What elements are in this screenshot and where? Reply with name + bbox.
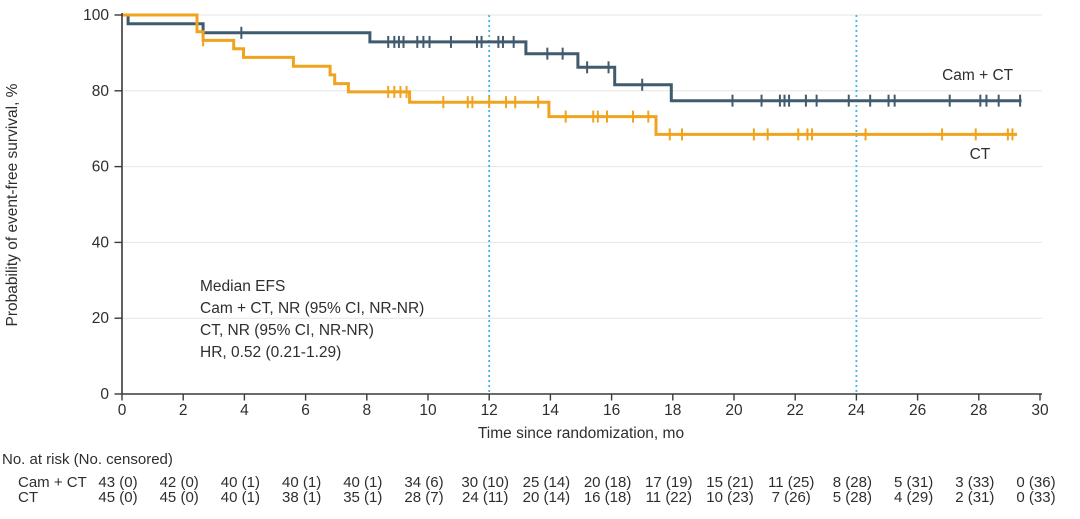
- risk-row-label-ct: CT: [18, 489, 38, 506]
- risk-value: 45 (0): [160, 489, 199, 506]
- censor-ticks-cam-ct: [240, 26, 1022, 107]
- x-tick-label: 10: [419, 402, 437, 419]
- risk-value: 40 (1): [343, 474, 382, 491]
- risk-value: 43 (0): [98, 474, 137, 491]
- x-tick-label: 8: [362, 402, 371, 419]
- x-tick-label: 24: [848, 402, 866, 419]
- risk-value: 3 (33): [955, 474, 994, 491]
- risk-value: 8 (28): [833, 474, 872, 491]
- y-axis-title: Probability of event-free survival, %: [4, 83, 21, 326]
- risk-value: 28 (7): [404, 489, 443, 506]
- risk-value: 15 (21): [706, 474, 754, 491]
- risk-value: 45 (0): [98, 489, 137, 506]
- risk-value: 0 (33): [1016, 489, 1055, 506]
- risk-value: 11 (22): [646, 489, 692, 506]
- risk-value: 11 (25): [768, 474, 814, 491]
- curve-label-ct: CT: [970, 146, 991, 163]
- risk-value: 4 (29): [894, 489, 933, 506]
- y-tick-label: 100: [83, 7, 109, 24]
- censor-ticks-ct: [202, 34, 1014, 141]
- risk-value: 40 (1): [221, 474, 260, 491]
- y-tick-label: 0: [100, 386, 109, 403]
- x-axis-title: Time since randomization, mo: [478, 425, 684, 442]
- risk-value: 34 (6): [404, 474, 443, 491]
- risk-value: 7 (26): [772, 489, 811, 506]
- annotation-line: Cam + CT, NR (95% CI, NR-NR): [200, 300, 424, 317]
- risk-value: 16 (18): [584, 489, 632, 506]
- risk-value: 20 (18): [584, 474, 632, 491]
- risk-value: 24 (11): [462, 489, 508, 506]
- x-tick-label: 0: [118, 402, 127, 419]
- x-tick-label: 16: [603, 402, 620, 419]
- risk-value: 10 (23): [706, 489, 754, 506]
- risk-value: 30 (10): [461, 474, 509, 491]
- risk-value: 35 (1): [343, 489, 382, 506]
- y-tick-label: 60: [92, 159, 110, 176]
- x-tick-label: 2: [179, 402, 188, 419]
- x-tick-label: 6: [301, 402, 310, 419]
- risk-value: 42 (0): [160, 474, 199, 491]
- risk-table-header: No. at risk (No. censored): [2, 451, 173, 468]
- x-tick-label: 12: [481, 402, 498, 419]
- median-efs-annotation: Median EFS Cam + CT, NR (95% CI, NR-NR) CT…: [200, 278, 424, 361]
- x-tick-label: 26: [909, 402, 926, 419]
- y-tick-label: 40: [92, 234, 110, 251]
- annotation-line: Median EFS: [200, 278, 285, 295]
- risk-value: 40 (1): [221, 489, 260, 506]
- x-tick-label: 14: [542, 402, 560, 419]
- risk-row-label-cam-ct: Cam + CT: [18, 474, 87, 491]
- y-tick-label: 80: [92, 83, 110, 100]
- risk-value: 0 (36): [1016, 474, 1055, 491]
- risk-value: 17 (19): [645, 474, 693, 491]
- y-tick-label: 20: [92, 310, 110, 327]
- risk-value: 38 (1): [282, 489, 321, 506]
- annotation-line: CT, NR (95% CI, NR-NR): [200, 322, 374, 339]
- annotation-line: HR, 0.52 (0.21-1.29): [200, 344, 341, 361]
- risk-value: 5 (31): [894, 474, 933, 491]
- x-tick-label: 28: [970, 402, 987, 419]
- risk-table: No. at risk (No. censored) Cam + CT 43 (0)…: [2, 451, 1056, 506]
- x-tick-label: 20: [725, 402, 743, 419]
- risk-value: 20 (14): [523, 489, 571, 506]
- risk-value: 25 (14): [523, 474, 571, 491]
- x-tick-label: 18: [664, 402, 681, 419]
- curve-label-cam-ct: Cam + CT: [942, 67, 1014, 84]
- risk-value: 40 (1): [282, 474, 321, 491]
- risk-value: 2 (31): [955, 489, 994, 506]
- x-tick-label: 4: [240, 402, 249, 419]
- risk-value: 5 (28): [833, 489, 872, 506]
- x-tick-label: 30: [1031, 402, 1049, 419]
- x-tick-label: 22: [787, 402, 804, 419]
